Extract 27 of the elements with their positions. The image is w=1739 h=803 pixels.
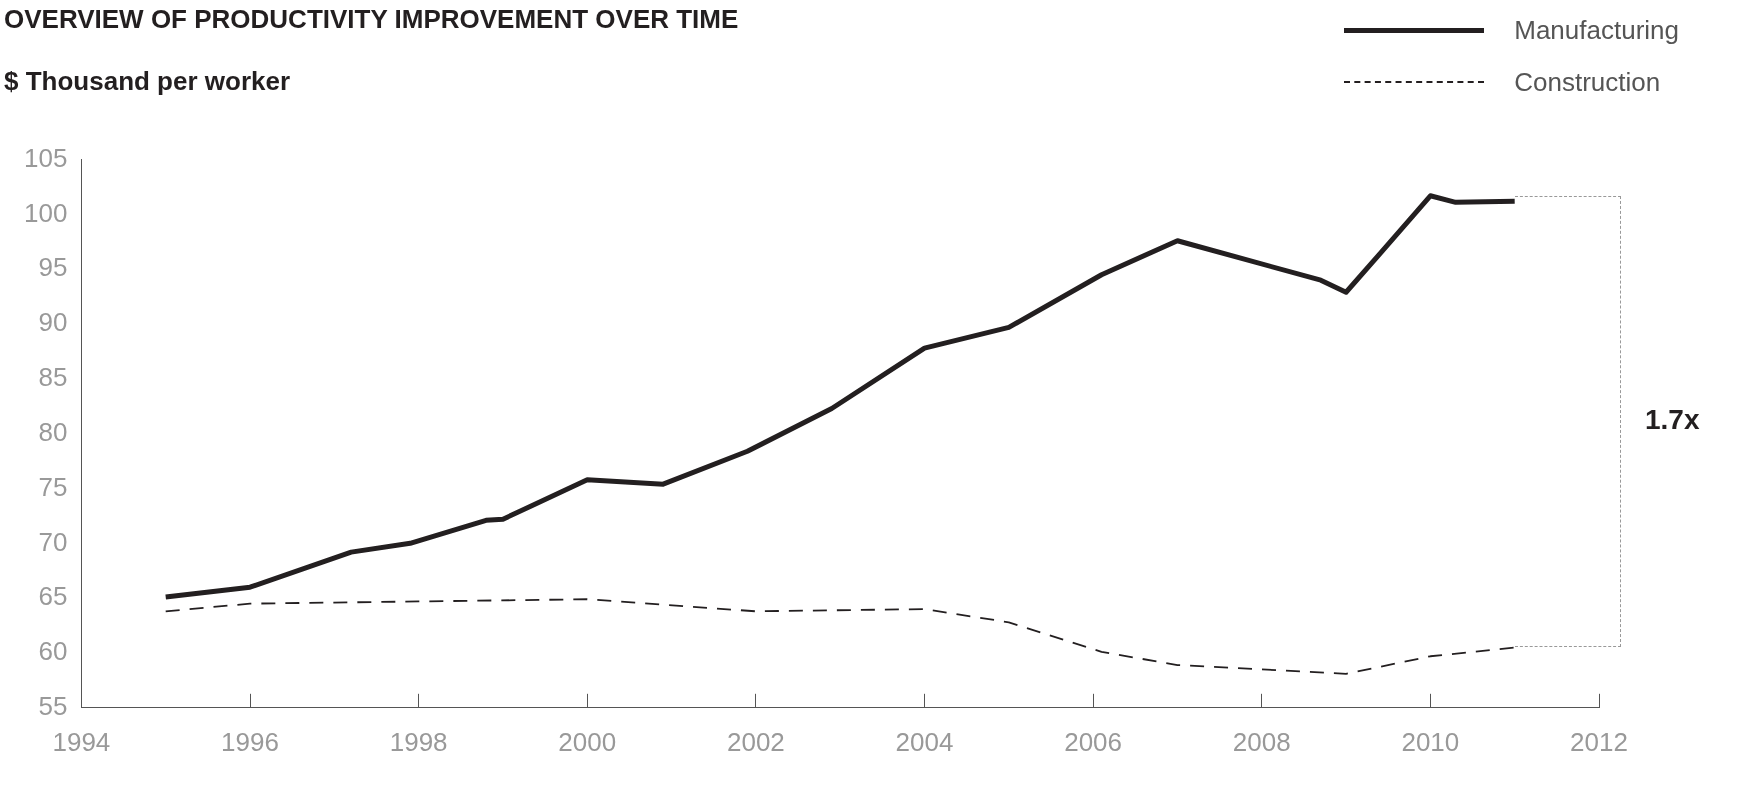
- y-tick-label: 95: [38, 252, 68, 283]
- line-series: [164, 598, 1516, 675]
- x-tick-label: 1994: [52, 726, 111, 757]
- y-tick-label: 55: [38, 690, 68, 721]
- x-tick-label: 1996: [221, 726, 279, 757]
- x-tick-label: 2008: [1232, 726, 1291, 757]
- x-tick-label: 2012: [1570, 726, 1628, 757]
- y-tick-label: 65: [38, 581, 68, 612]
- y-tick-label: 70: [38, 526, 68, 557]
- y-tick-label: 105: [23, 142, 68, 173]
- text: Construction: [1514, 66, 1661, 98]
- text: Manufacturing: [1514, 14, 1679, 46]
- y-tick-label: 60: [38, 636, 68, 667]
- y-tick-label: 100: [23, 197, 68, 228]
- y-tick-label: 75: [38, 471, 68, 502]
- x-tick-label: 2002: [726, 726, 785, 757]
- x-tick-label: 2000: [558, 726, 617, 757]
- y-tick-label: 80: [38, 416, 68, 447]
- y-tick-label: 85: [38, 362, 68, 393]
- x-tick-label: 2004: [895, 726, 954, 757]
- x-tick-label: 2006: [1064, 726, 1123, 757]
- x-tick-label: 1998: [389, 726, 448, 757]
- x-tick-label: 2010: [1401, 726, 1460, 757]
- chart-title: OVERVIEW OF PRODUCTIVITY IMPROVEMENT OVER TIME: [4, 4, 739, 35]
- y-axis-title: $ Thousand per worker: [4, 66, 291, 97]
- y-tick-label: 90: [38, 307, 68, 338]
- text: 1.7x: [1645, 403, 1700, 436]
